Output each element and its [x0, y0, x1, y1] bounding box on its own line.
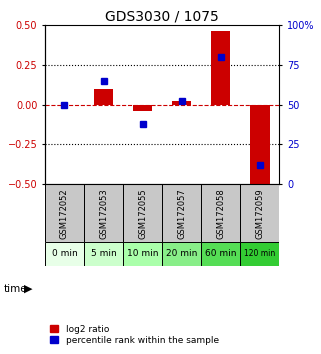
- Text: 20 min: 20 min: [166, 250, 197, 258]
- Text: GSM172058: GSM172058: [216, 188, 225, 239]
- Bar: [201, 184, 240, 242]
- Bar: [172, 101, 191, 104]
- Bar: [84, 242, 123, 266]
- Bar: [162, 242, 201, 266]
- Bar: [240, 184, 279, 242]
- Text: GSM172055: GSM172055: [138, 188, 147, 239]
- Bar: [240, 242, 279, 266]
- Bar: [162, 184, 201, 242]
- Bar: [84, 184, 123, 242]
- Title: GDS3030 / 1075: GDS3030 / 1075: [105, 10, 219, 24]
- Bar: [123, 184, 162, 242]
- Text: GSM172057: GSM172057: [177, 188, 186, 239]
- Bar: [133, 104, 152, 111]
- Bar: [45, 242, 84, 266]
- Bar: [201, 242, 240, 266]
- Text: 60 min: 60 min: [205, 250, 237, 258]
- Legend: log2 ratio, percentile rank within the sample: log2 ratio, percentile rank within the s…: [49, 324, 220, 346]
- Text: 5 min: 5 min: [91, 250, 117, 258]
- Text: 0 min: 0 min: [52, 250, 77, 258]
- Text: 10 min: 10 min: [127, 250, 158, 258]
- Bar: [45, 184, 84, 242]
- Bar: [211, 31, 230, 104]
- Text: GSM172059: GSM172059: [255, 188, 264, 239]
- Bar: [250, 104, 270, 184]
- Text: ▶: ▶: [24, 284, 32, 293]
- Text: GSM172052: GSM172052: [60, 188, 69, 239]
- Text: 120 min: 120 min: [244, 250, 275, 258]
- Text: GSM172053: GSM172053: [99, 188, 108, 239]
- Bar: [123, 242, 162, 266]
- Bar: [94, 88, 113, 104]
- Text: time: time: [3, 284, 27, 293]
